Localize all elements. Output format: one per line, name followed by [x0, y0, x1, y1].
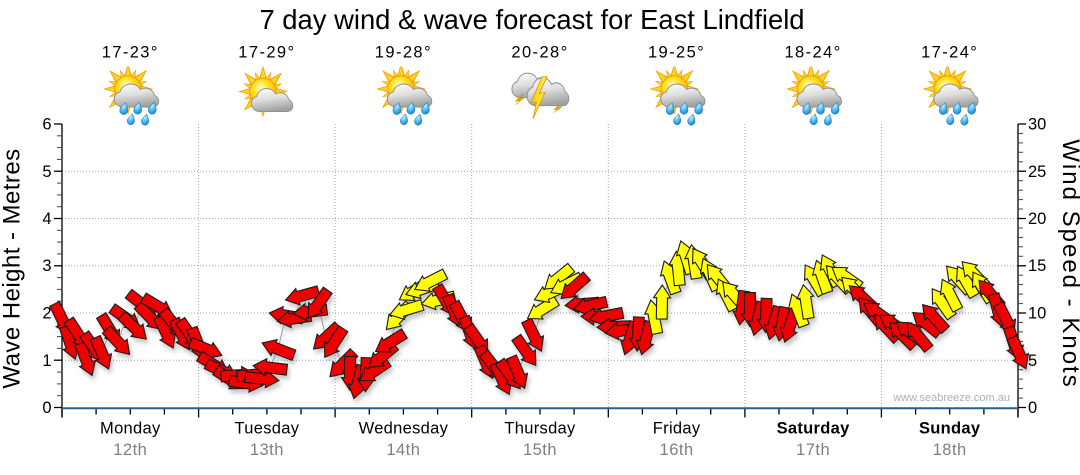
- svg-text:15th: 15th: [523, 441, 557, 459]
- svg-text:6: 6: [42, 116, 51, 134]
- svg-text:Thursday: Thursday: [504, 420, 576, 438]
- svg-text:7 day wind & wave forecast for: 7 day wind & wave forecast for East Lind…: [259, 4, 804, 35]
- svg-text:www.seabreeze.com.au: www.seabreeze.com.au: [892, 392, 1010, 404]
- svg-text:12th: 12th: [113, 441, 147, 459]
- svg-text:13th: 13th: [250, 441, 284, 459]
- svg-text:17-23°: 17-23°: [102, 44, 159, 62]
- svg-text:Wind Speed - Knots: Wind Speed - Knots: [1057, 139, 1080, 388]
- svg-text:Saturday: Saturday: [777, 420, 851, 438]
- svg-text:18-24°: 18-24°: [784, 44, 841, 62]
- svg-text:17th: 17th: [796, 441, 830, 459]
- svg-text:15: 15: [1028, 257, 1046, 275]
- svg-text:Wave Height - Metres: Wave Height - Metres: [0, 148, 26, 388]
- svg-text:20-28°: 20-28°: [511, 44, 568, 62]
- svg-text:19-28°: 19-28°: [375, 44, 432, 62]
- svg-text:0: 0: [1028, 399, 1037, 417]
- svg-text:3: 3: [42, 257, 51, 275]
- svg-text:Monday: Monday: [100, 420, 161, 438]
- svg-text:17-24°: 17-24°: [921, 44, 978, 62]
- svg-text:14th: 14th: [386, 441, 420, 459]
- svg-text:16th: 16th: [660, 441, 694, 459]
- svg-text:25: 25: [1028, 163, 1046, 181]
- svg-text:2: 2: [42, 305, 51, 323]
- svg-text:17-29°: 17-29°: [238, 44, 295, 62]
- svg-text:0: 0: [42, 399, 51, 417]
- svg-text:Wednesday: Wednesday: [359, 420, 449, 438]
- svg-text:18th: 18th: [933, 441, 967, 459]
- svg-text:1: 1: [42, 352, 51, 370]
- svg-text:19-25°: 19-25°: [648, 44, 705, 62]
- svg-text:10: 10: [1028, 305, 1046, 323]
- svg-text:Friday: Friday: [653, 420, 701, 438]
- svg-text:30: 30: [1028, 116, 1046, 134]
- svg-text:5: 5: [42, 163, 51, 181]
- svg-text:5: 5: [1028, 352, 1037, 370]
- svg-text:Tuesday: Tuesday: [235, 420, 300, 438]
- svg-text:4: 4: [42, 210, 51, 228]
- svg-text:Sunday: Sunday: [919, 420, 981, 438]
- svg-text:20: 20: [1028, 210, 1046, 228]
